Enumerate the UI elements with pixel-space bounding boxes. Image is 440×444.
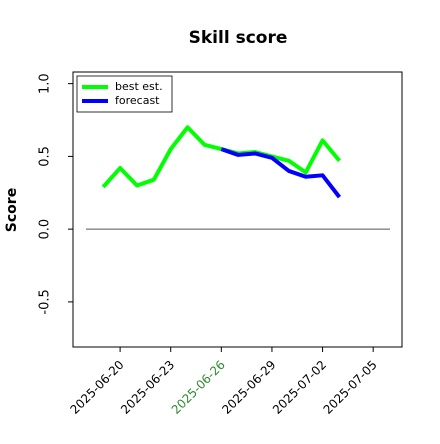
y-tick-label: 1.0 bbox=[38, 73, 53, 94]
y-tick-label: -0.5 bbox=[38, 289, 53, 314]
plot-frame bbox=[72, 71, 403, 348]
series-line bbox=[220, 147, 342, 199]
y-tick-label: 0.5 bbox=[38, 146, 53, 167]
series-line bbox=[101, 125, 341, 189]
legend-label: best est. bbox=[115, 80, 163, 93]
y-tick-label: 0.0 bbox=[38, 219, 53, 240]
legend-label: forecast bbox=[115, 94, 160, 107]
legend-box bbox=[76, 75, 173, 113]
y-axis-label: Score bbox=[4, 188, 20, 232]
x-tick-label: 2025-07-05 bbox=[321, 358, 380, 417]
chart-title: Skill score bbox=[189, 28, 288, 48]
